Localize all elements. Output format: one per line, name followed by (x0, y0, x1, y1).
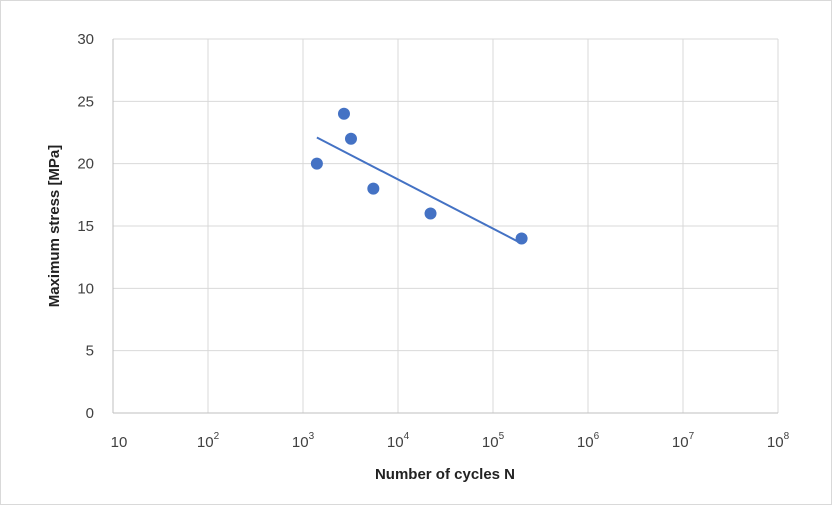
data-point (424, 207, 437, 220)
y-tick-label: 0 (86, 405, 94, 422)
y-tick-label: 20 (77, 156, 94, 173)
data-points (310, 107, 528, 245)
x-tick-label: 10 (111, 434, 128, 451)
trendline (316, 136, 523, 245)
x-tick-label: 105 (482, 431, 505, 451)
x-axis-title: Number of cycles N (375, 466, 515, 483)
data-point (367, 182, 380, 195)
y-tick-label: 15 (77, 218, 94, 235)
data-point (310, 157, 323, 170)
y-tick-labels: 0 5 10 15 20 25 30 (77, 31, 94, 422)
y-axis-title: Maximum stress [MPa] (46, 145, 63, 308)
x-tick-label: 107 (672, 431, 695, 451)
data-point (337, 107, 350, 120)
x-tick-labels: 10 102 103 104 105 106 107 108 (111, 431, 790, 451)
x-tick-label: 102 (197, 431, 220, 451)
axes (112, 39, 778, 414)
y-tick-label: 25 (77, 93, 94, 110)
data-point (515, 232, 528, 245)
trendline-layer (316, 136, 523, 245)
y-tick-label: 10 (77, 280, 94, 297)
x-tick-label: 108 (767, 431, 790, 451)
x-tick-label: 106 (577, 431, 600, 451)
x-tick-label: 103 (292, 431, 315, 451)
data-point (344, 132, 357, 145)
y-tick-label: 30 (77, 31, 94, 48)
x-tick-label: 104 (387, 431, 410, 451)
grid (113, 38, 779, 413)
y-tick-label: 5 (86, 343, 94, 360)
